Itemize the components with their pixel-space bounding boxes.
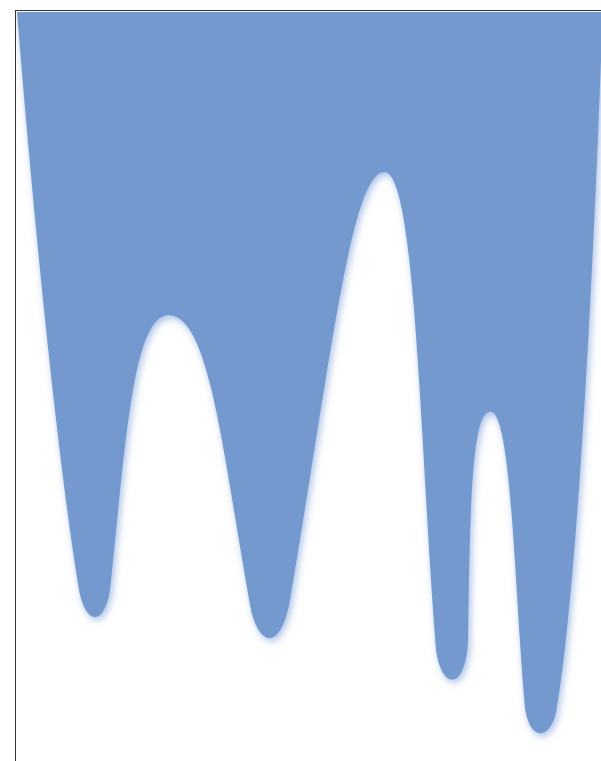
drip-shape [17, 12, 601, 734]
